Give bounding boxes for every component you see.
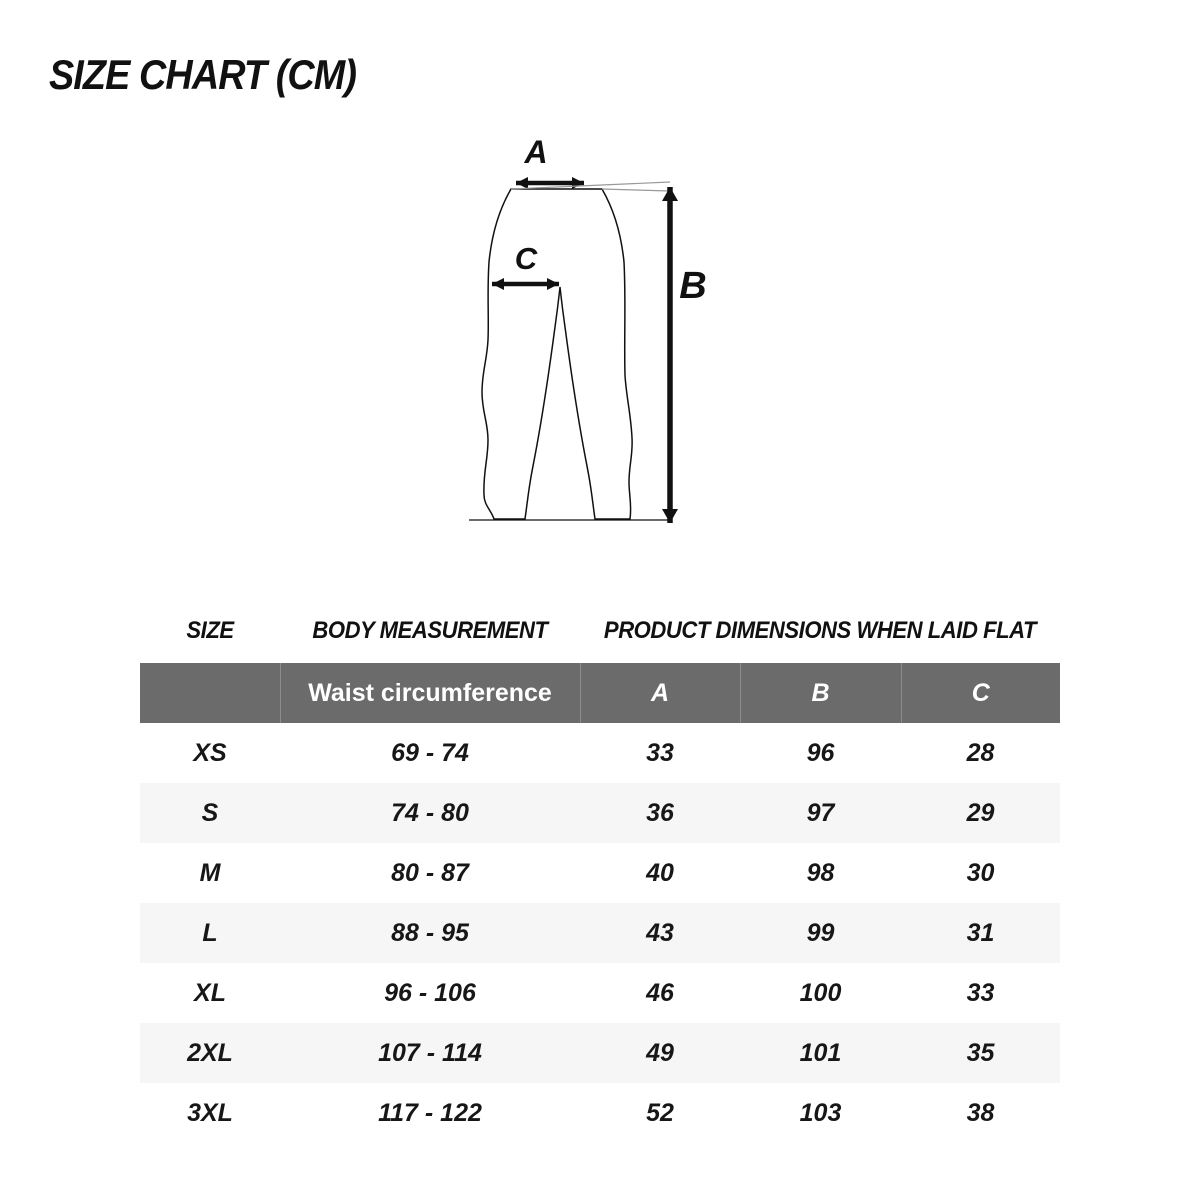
svg-text:C: C (515, 241, 538, 276)
svg-text:A: A (523, 134, 547, 170)
svg-text:B: B (679, 265, 706, 307)
